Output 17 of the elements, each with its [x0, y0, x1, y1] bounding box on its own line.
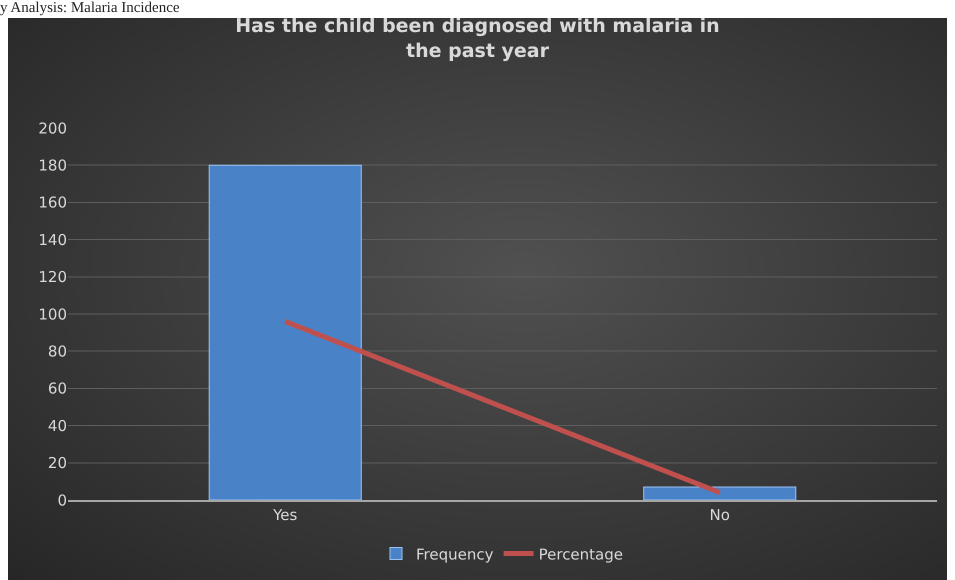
y-tick-label: 40 [48, 416, 67, 435]
chart-title: Has the child been diagnosed with malaria in the past year [235, 15, 720, 62]
y-tick-label: 120 [38, 268, 67, 286]
y-tick-label: 20 [48, 454, 67, 472]
y-tick-label: 60 [48, 380, 67, 398]
text: y Analysis: Malaria Incidence [0, 0, 180, 16]
y-tick-label: 200 [38, 119, 67, 138]
y-tick-label: 180 [38, 156, 67, 174]
x-tick-label: Yes [272, 506, 298, 524]
y-tick-label: 140 [38, 230, 67, 249]
y-tick-label: 100 [38, 305, 67, 324]
y-tick-label: 0 [57, 491, 67, 510]
x-tick-label: No [710, 506, 730, 524]
legend-label: Percentage [538, 545, 624, 564]
y-tick-label: 80 [48, 342, 67, 360]
legend-label: Frequency [416, 545, 494, 564]
y-tick-label: 160 [38, 194, 67, 212]
